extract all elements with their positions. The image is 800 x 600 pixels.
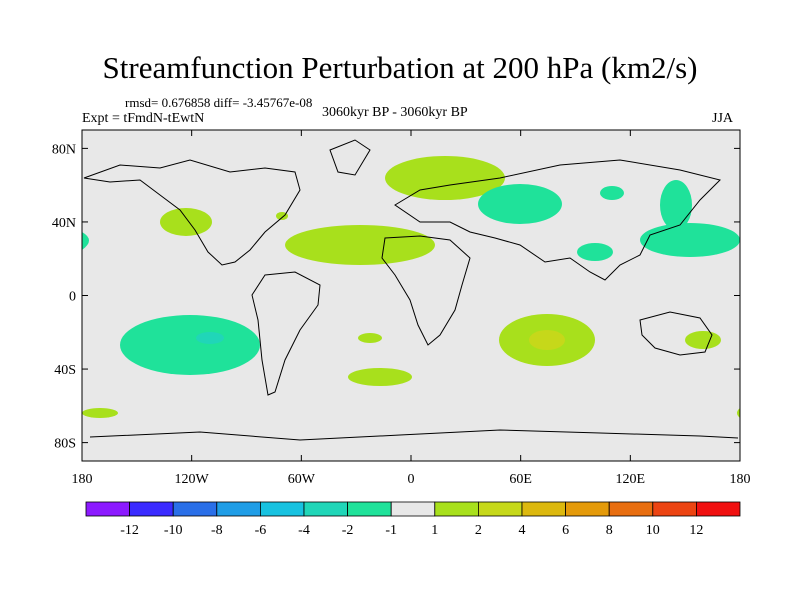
coast-antarctica <box>89 429 739 441</box>
colorbar-label: 4 <box>519 523 526 538</box>
colorbar-swatch <box>696 501 741 517</box>
lon-label: 180 <box>72 472 93 487</box>
contour-positive-scandinavia <box>385 156 505 200</box>
contour-negative-north-pacific <box>640 223 740 257</box>
contour-positive-edge-east <box>737 408 740 418</box>
experiment-label: Expt = tFmdN-tEwtN <box>82 111 205 126</box>
contour-positive-indian-core <box>529 330 565 350</box>
period-label: 3060kyr BP - 3060kyr BP <box>322 105 468 120</box>
contour-regions <box>82 156 740 418</box>
coast-eurasia <box>394 159 721 281</box>
contour-negative-europe <box>478 184 562 224</box>
colorbar-label: -10 <box>164 523 183 538</box>
colorbar-label: -8 <box>211 523 223 538</box>
coast-north-america <box>83 159 301 266</box>
contour-positive-tiny <box>276 212 288 220</box>
colorbar-label: 6 <box>562 523 569 538</box>
contour-negative-edge-west <box>82 232 89 250</box>
lon-label: 0 <box>408 472 415 487</box>
colorbar-label: -2 <box>342 523 354 538</box>
contour-negative-kamchatka <box>660 180 692 230</box>
colorbar-label: -4 <box>298 523 310 538</box>
contour-positive-edge-west <box>82 408 118 418</box>
colorbar-swatch <box>347 501 392 517</box>
coast-australia <box>639 311 713 356</box>
colorbar-swatch <box>434 501 479 517</box>
colorbar-swatch <box>216 501 261 517</box>
colorbar-swatch <box>85 501 130 517</box>
colorbar-swatch <box>172 501 218 517</box>
latitude-axis: 80N 40N 0 40S 80S <box>52 142 740 452</box>
colorbar-label: 1 <box>431 523 438 538</box>
contour-negative-south-pacific-core <box>196 332 224 344</box>
colorbar-swatch <box>608 501 654 517</box>
contour-negative-asia <box>600 186 624 200</box>
coast-greenland <box>329 139 371 176</box>
lon-label: 180 <box>730 472 751 487</box>
lon-label: 60W <box>288 472 316 487</box>
colorbar-swatch <box>477 501 523 517</box>
colorbar-swatch <box>129 501 174 517</box>
colorbar-label: -12 <box>120 523 139 538</box>
colorbar-swatch <box>521 501 566 517</box>
contour-negative-south-pacific <box>120 315 260 375</box>
contour-positive-australia <box>685 331 721 349</box>
lon-label: 120E <box>616 472 646 487</box>
contour-negative-china <box>577 243 613 261</box>
lat-label: 80N <box>52 142 76 157</box>
longitude-axis: 180 120W 60W 0 60E 120E 180 <box>72 130 751 487</box>
colorbar-label: 8 <box>606 523 613 538</box>
contour-positive-small <box>358 333 382 343</box>
contour-positive-north-america <box>160 208 212 236</box>
contour-positive-atlantic <box>285 225 435 265</box>
coast-south-america <box>251 271 321 396</box>
contour-positive-south-atlantic <box>348 368 412 386</box>
colorbar-label: 10 <box>646 523 660 538</box>
lat-label: 0 <box>69 290 76 305</box>
colorbar-swatch <box>303 501 348 517</box>
lon-label: 120W <box>175 472 210 487</box>
lat-label: 80S <box>54 437 76 452</box>
stats-line: rmsd= 0.676858 diff= -3.45767e-08 <box>125 95 313 110</box>
colorbar-swatch <box>259 501 305 517</box>
colorbar-label: -6 <box>255 523 267 538</box>
map-title: Streamfunction Perturbation at 200 hPa (… <box>102 50 698 85</box>
lat-label: 40N <box>52 216 76 231</box>
colorbar: -12 -10 -8 -6 -4 -2 -1 1 2 4 6 8 10 12 <box>85 501 741 538</box>
colorbar-swatch <box>652 501 697 517</box>
colorbar-swatch <box>390 501 436 517</box>
coastlines <box>83 139 739 441</box>
coast-africa <box>381 235 471 346</box>
colorbar-label: 12 <box>689 523 703 538</box>
colorbar-label: 2 <box>475 523 482 538</box>
lon-label: 60E <box>509 472 532 487</box>
season-label: JJA <box>712 111 734 126</box>
colorbar-swatch <box>565 501 610 517</box>
lat-label: 40S <box>54 363 76 378</box>
colorbar-label: -1 <box>385 523 397 538</box>
